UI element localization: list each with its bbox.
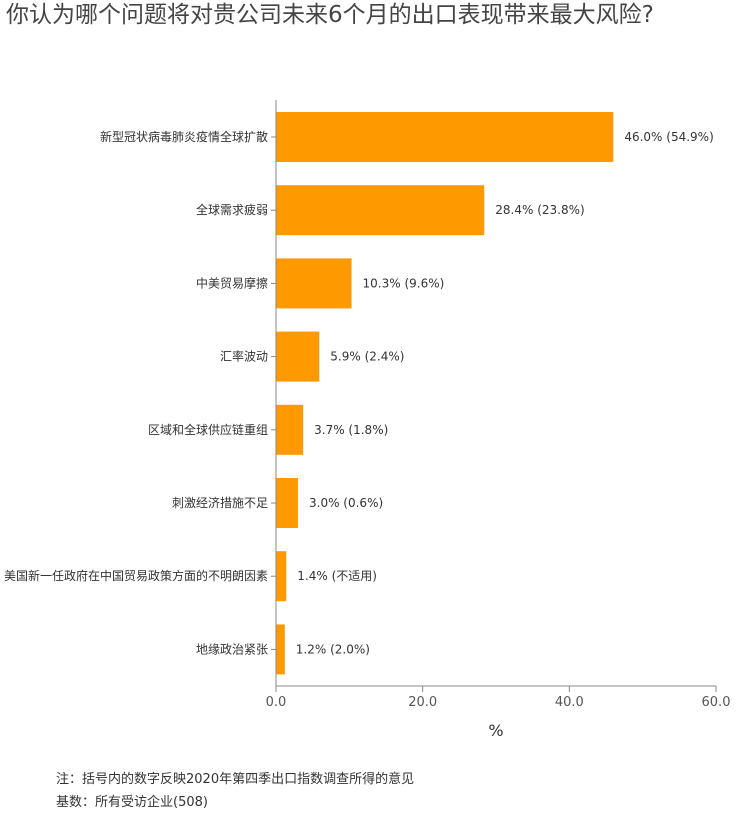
footnote-base: 基数：所有受访企业(508) [56, 795, 208, 810]
footnote-note: 注：括号内的数字反映2020年第四季出口指数调查所得的意见 [56, 772, 415, 787]
x-tick-label: 60.0 [702, 695, 731, 710]
category-label: 刺激经济措施不足 [172, 495, 268, 510]
x-tick-label: 20.0 [408, 695, 437, 710]
value-labels: 46.0% (54.9%) 28.4% (23.8%) 10.3% (9.6%) 5.… [296, 130, 714, 656]
value-label: 46.0% (54.9%) [624, 130, 713, 144]
x-tick-label: 40.0 [555, 695, 584, 710]
value-label: 5.9% (2.4%) [330, 350, 404, 364]
value-label: 3.7% (1.8%) [314, 423, 388, 437]
bars-group [276, 112, 614, 675]
value-label: 10.3% (9.6%) [363, 276, 445, 290]
category-label: 地缘政治紧张 [196, 642, 268, 656]
value-label: 3.0% (0.6%) [309, 496, 383, 510]
category-label: 美国新一任政府在中国贸易政策方面的不明朗因素 [4, 568, 268, 583]
bar [276, 478, 298, 528]
category-label: 全球需求疲弱 [196, 202, 268, 217]
x-axis-ticks: 0.0 20.0 40.0 60.0 [266, 686, 731, 710]
bar-chart: 新型冠状病毒肺炎疫情全球扩散全球需求疲弱中美贸易摩擦汇率波动区域和全球供应链重组… [4, 100, 731, 740]
category-label: 新型冠状病毒肺炎疫情全球扩散 [100, 129, 268, 144]
value-label: 1.4% (不适用) [297, 569, 377, 583]
bar [276, 404, 304, 455]
x-axis-title: % [488, 721, 503, 740]
chart-title: 你认为哪个问题将对贵公司未来6个月的出口表现带来最大风险? [6, 2, 654, 28]
bar [276, 551, 287, 602]
value-label: 28.4% (23.8%) [495, 203, 584, 217]
category-label: 区域和全球供应链重组 [148, 422, 268, 437]
category-labels: 新型冠状病毒肺炎疫情全球扩散全球需求疲弱中美贸易摩擦汇率波动区域和全球供应链重组… [4, 129, 276, 656]
value-label: 1.2% (2.0%) [296, 642, 370, 656]
bar [276, 258, 352, 309]
x-tick-label: 0.0 [266, 695, 287, 710]
bar [276, 624, 285, 675]
bar [276, 112, 614, 162]
category-label: 汇率波动 [220, 349, 268, 364]
category-label: 中美贸易摩擦 [196, 275, 268, 290]
bar [276, 331, 320, 382]
bar [276, 185, 485, 236]
